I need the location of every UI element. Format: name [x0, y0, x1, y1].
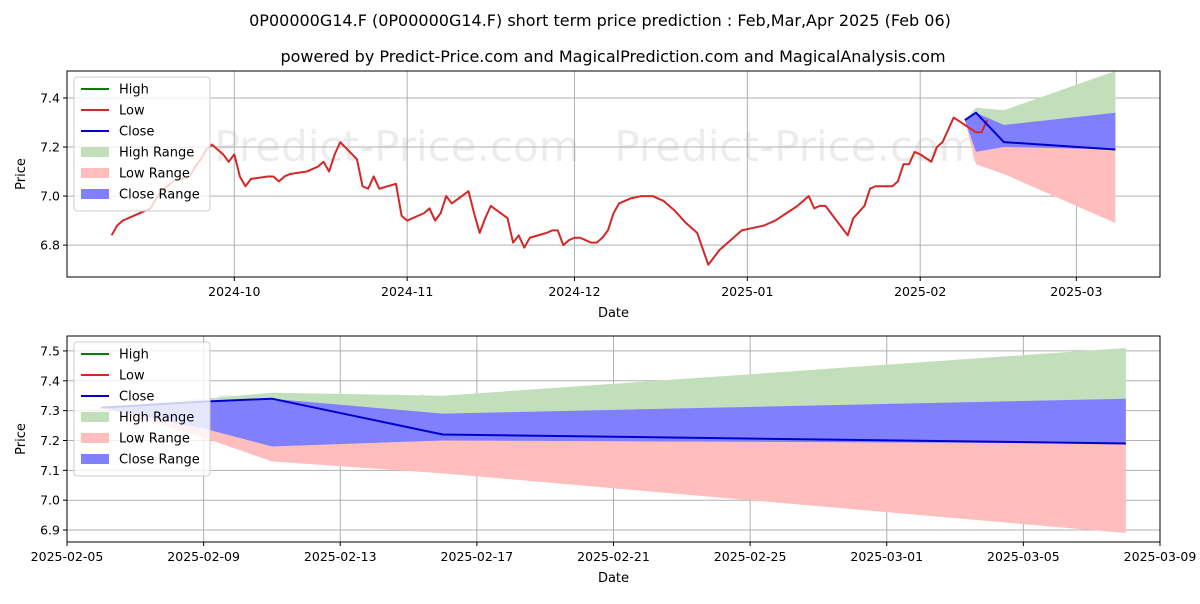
- x-tick-label: 2025-02-25: [714, 549, 787, 564]
- chart-title: 0P00000G14.F (0P00000G14.F) short term p…: [249, 11, 951, 30]
- close-range-band: [964, 112, 1116, 152]
- y-tick-label: 7.0: [40, 493, 60, 508]
- x-axis-label: Date: [598, 306, 629, 321]
- low-range-band: [964, 120, 1116, 224]
- watermark-text: Predict-Price.com: [214, 537, 579, 586]
- y-tick-label: 6.9: [40, 523, 60, 538]
- low-range-band: [101, 407, 1126, 534]
- y-axis-label: Price: [14, 423, 29, 455]
- legend-label-low: Low: [119, 104, 145, 119]
- plot-frame: [66, 335, 1161, 543]
- x-tick-label: 2025-02-17: [441, 549, 514, 564]
- x-tick-label: 2025-02-13: [304, 549, 377, 564]
- plot-frame: [66, 70, 1161, 278]
- y-tick-label: 7.2: [40, 433, 60, 448]
- y-tick-label: 7.1: [40, 463, 60, 478]
- x-tick-label: 2025-02-05: [31, 549, 104, 564]
- top-chart-panel: Predict-Price.com Predict-Price.com Predic…: [14, 70, 1161, 321]
- close-range-band: [101, 398, 1126, 447]
- legend: High Low Close High Range Low Range Close Ran…: [73, 341, 211, 477]
- y-tick-label: 7.4: [40, 90, 60, 105]
- x-tick-label: 2025-03: [1050, 284, 1102, 299]
- y-tick-label: 7.4: [40, 373, 60, 388]
- x-tick-label: 2025-02-21: [577, 549, 650, 564]
- x-tick-label: 2025-02-09: [167, 549, 240, 564]
- legend-swatch-high-range: [81, 147, 109, 157]
- legend-swatch-close-range: [81, 189, 109, 199]
- watermark-text: Predict-Price.com: [614, 272, 979, 321]
- legend-swatch-low-range: [81, 168, 109, 178]
- x-tick-label: 2024-12: [548, 284, 600, 299]
- plot-area: [101, 347, 1126, 534]
- legend-label-close: Close: [119, 390, 154, 405]
- y-tick-label: 7.0: [40, 189, 60, 204]
- plot-area: [110, 71, 1116, 266]
- y-tick-label: 7.5: [40, 343, 60, 358]
- close-forecast-series: [964, 111, 1116, 151]
- legend-label-high: High: [119, 83, 149, 98]
- legend-label-high-range: High Range: [119, 411, 194, 426]
- y-axis-label: Price: [14, 158, 29, 190]
- x-tick-label: 2024-10: [208, 284, 260, 299]
- x-tick-label: 2025-02: [894, 284, 946, 299]
- legend-swatch-high-range: [81, 412, 109, 422]
- legend-swatch-close-range: [81, 454, 109, 464]
- x-tick-label: 2025-03-05: [987, 549, 1060, 564]
- legend-label-low-range: Low Range: [119, 432, 190, 447]
- watermark-text: Predict-Price.com: [214, 122, 579, 171]
- legend-label-close-range: Close Range: [119, 188, 200, 203]
- x-tick-label: 2024-11: [381, 284, 433, 299]
- y-tick-label: 7.3: [40, 403, 60, 418]
- watermark-text: Predict-Price.com: [214, 272, 579, 321]
- bottom-chart-panel: Predict-Price.comPredict-Price.comPredic…: [14, 335, 1197, 586]
- x-tick-label: 2025-03-09: [1124, 549, 1197, 564]
- chart-subtitle: powered by Predict-Price.com and Magical…: [280, 47, 945, 66]
- legend-label-high-range: High Range: [119, 146, 194, 161]
- legend-label-close: Close: [119, 125, 154, 140]
- legend: High Low Close High Range Low Range Close Ran…: [73, 76, 211, 212]
- legend-label-low-range: Low Range: [119, 167, 190, 182]
- low-price-series: [110, 116, 989, 266]
- legend-label-low: Low: [119, 369, 145, 384]
- y-tick-label: 7.2: [40, 140, 60, 155]
- x-tick-label: 2025-01: [721, 284, 773, 299]
- watermark-text: Predict-Price.com: [614, 537, 979, 586]
- watermark-text: Predict-Price.com: [614, 122, 979, 171]
- legend-label-close-range: Close Range: [119, 453, 200, 468]
- legend-label-high: High: [119, 348, 149, 363]
- y-tick-label: 6.8: [40, 238, 60, 253]
- x-axis-label: Date: [598, 571, 629, 586]
- legend-swatch-low-range: [81, 433, 109, 443]
- x-tick-label: 2025-03-01: [850, 549, 923, 564]
